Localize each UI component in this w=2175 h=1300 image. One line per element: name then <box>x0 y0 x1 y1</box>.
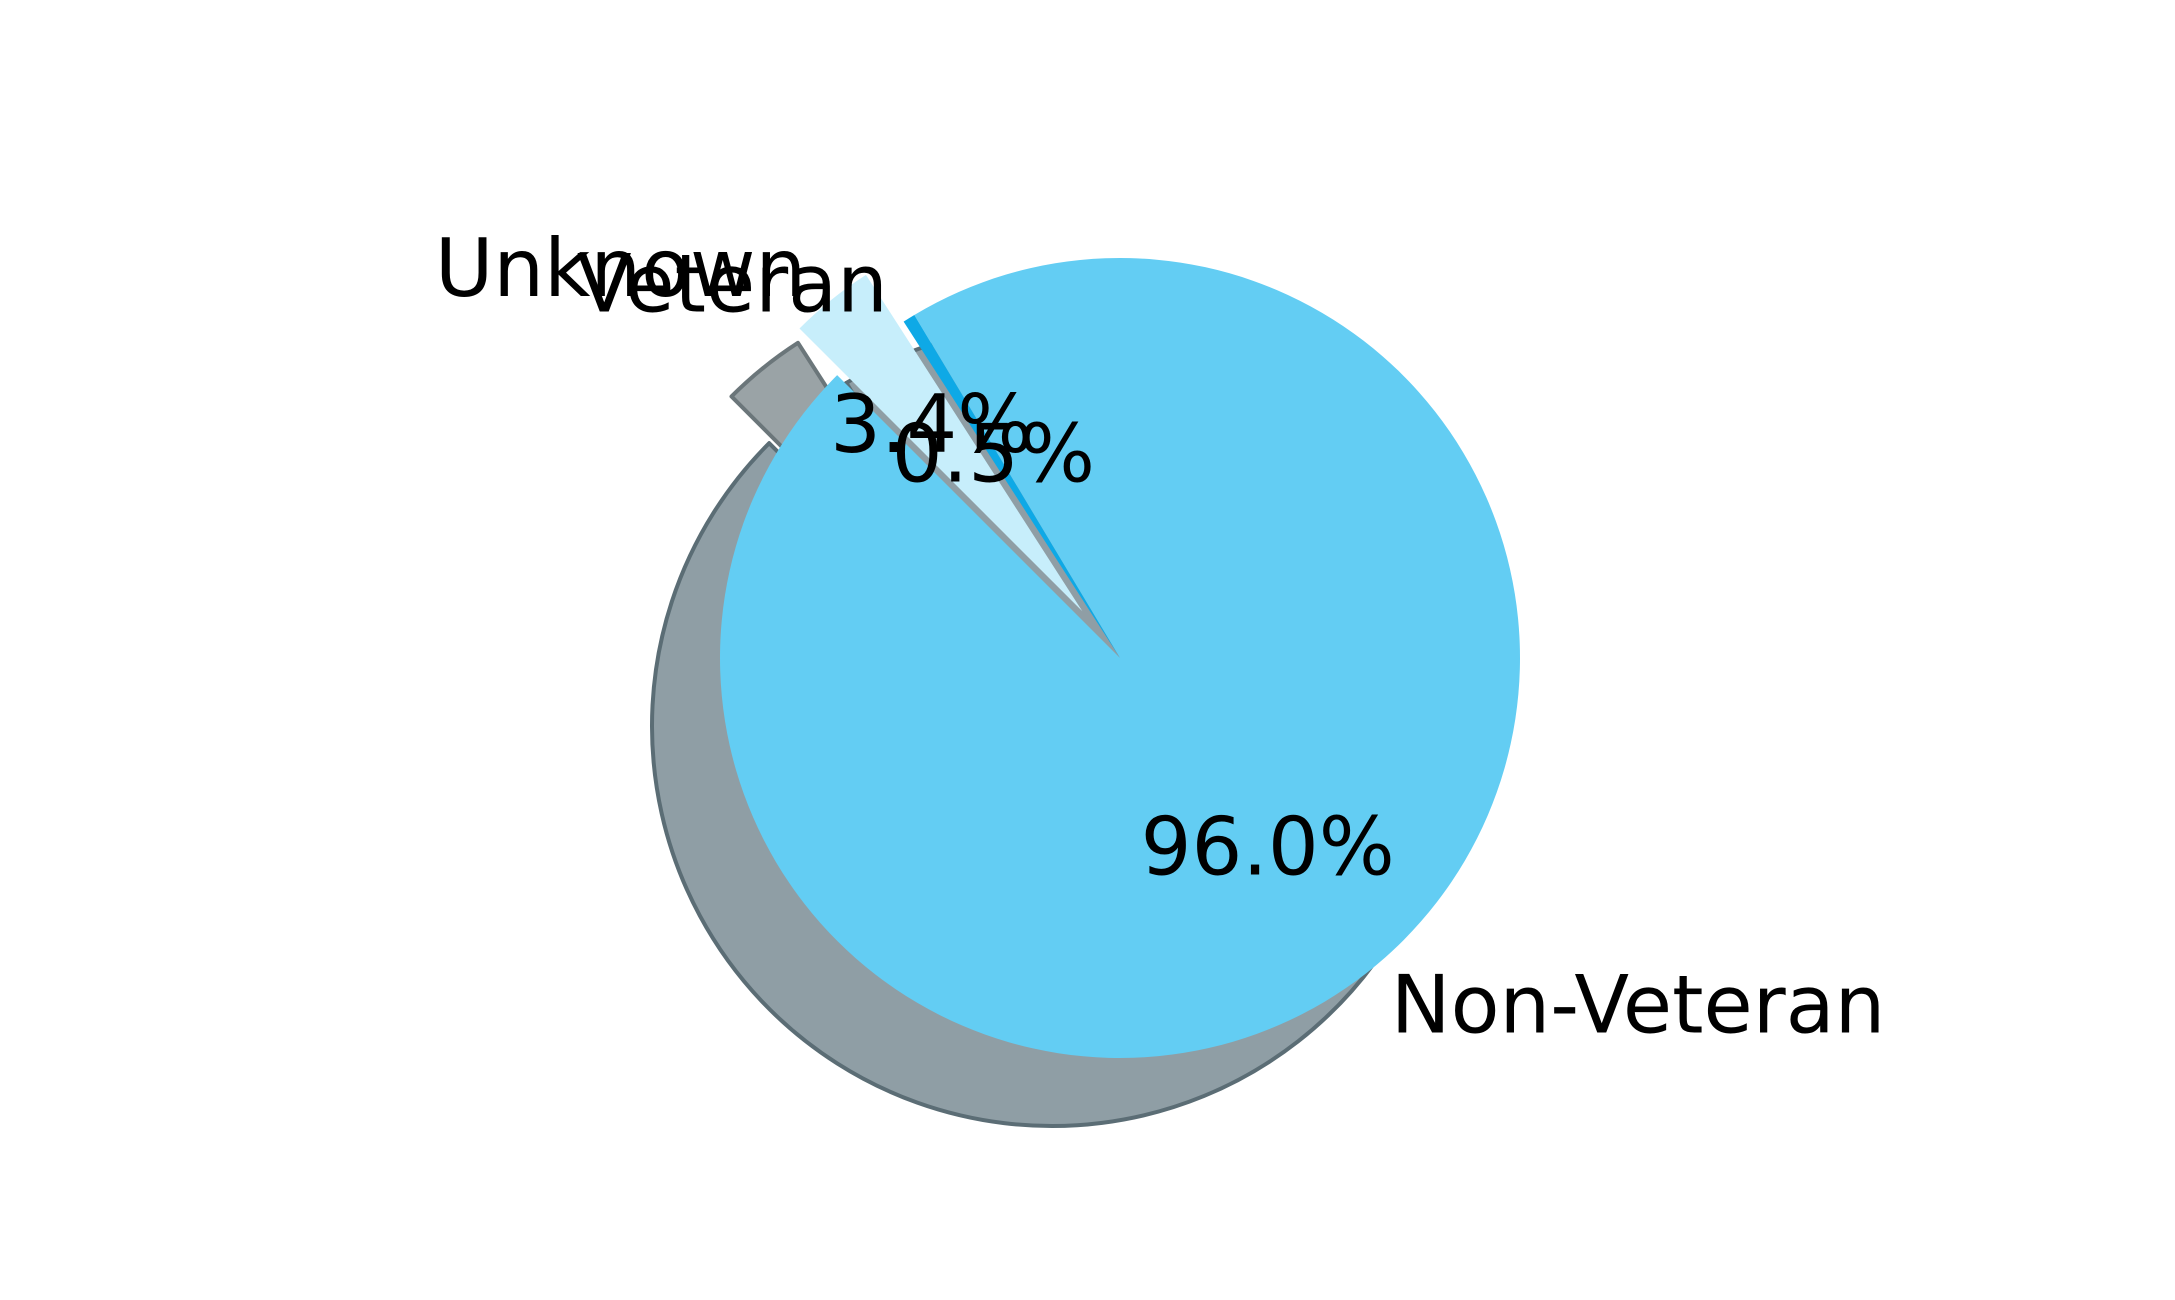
pie-slice-unknown <box>799 274 1083 612</box>
pie-slice-veteran <box>903 314 1120 658</box>
slice-pct-label-non-veteran: 96.0% <box>1141 801 1395 894</box>
slice-label-unknown: Unknown <box>435 222 806 315</box>
slice-pct-label-unknown: 3.4% <box>830 378 1033 471</box>
pie-slice-non-veteran <box>719 258 1520 1059</box>
slice-pct-label-veteran: 0.5% <box>892 408 1095 501</box>
slice-layer <box>719 258 1520 1059</box>
slice-label-non-veteran: Non-Veteran <box>1391 958 1886 1051</box>
slice-label-veteran: Veteran <box>577 238 888 331</box>
